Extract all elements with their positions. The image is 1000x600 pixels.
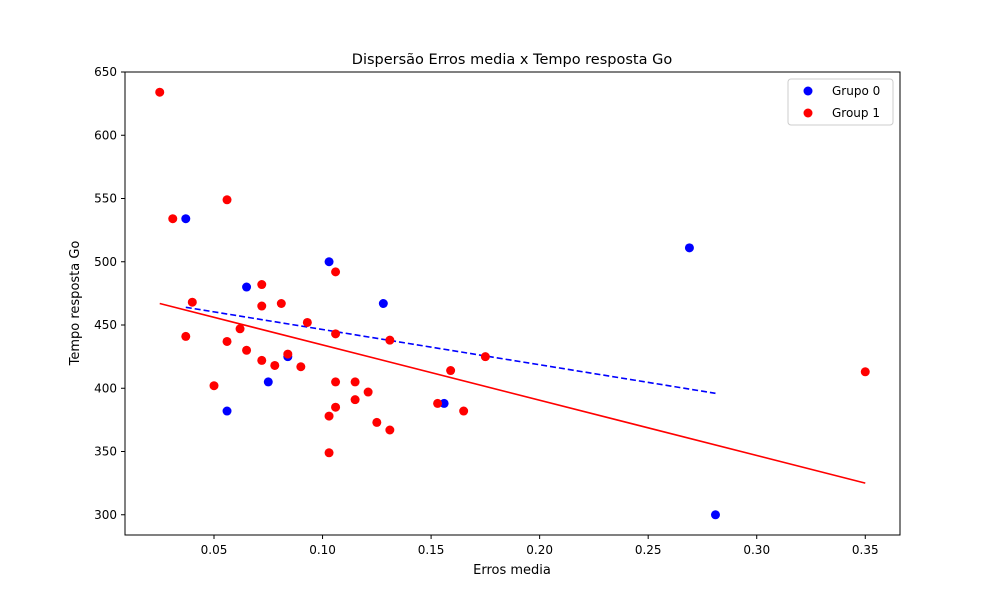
data-point-s1-26 — [372, 417, 382, 427]
data-point-s1-1 — [168, 214, 178, 224]
y-tick-label: 500 — [94, 255, 117, 269]
legend-box — [787, 78, 894, 126]
x-tick-label: 0.10 — [309, 543, 336, 557]
data-point-s1-16 — [302, 317, 312, 327]
data-point-s0-6 — [378, 299, 388, 308]
legend-marker-1 — [803, 108, 813, 118]
data-point-s1-31 — [459, 406, 469, 416]
x-tick-label: 0.25 — [635, 543, 662, 557]
x-tick-label: 0.20 — [526, 543, 553, 557]
data-point-s1-19 — [331, 267, 341, 277]
data-point-s0-5 — [324, 257, 334, 267]
data-point-s1-11 — [257, 355, 267, 365]
data-point-s1-17 — [324, 411, 334, 421]
data-point-s1-5 — [222, 195, 232, 205]
y-tick-label: 650 — [94, 65, 117, 79]
data-point-s1-33 — [860, 367, 870, 377]
data-point-s1-3 — [187, 297, 197, 307]
data-point-s1-7 — [235, 324, 245, 334]
x-tick-label: 0.15 — [418, 543, 445, 557]
data-point-s1-6 — [222, 336, 232, 346]
data-point-s1-23 — [350, 377, 360, 387]
y-axis-label: Tempo resposta Go — [68, 241, 83, 367]
data-point-s1-10 — [257, 301, 267, 311]
data-point-s1-13 — [276, 299, 286, 308]
y-tick-label: 600 — [94, 128, 117, 142]
data-point-s1-8 — [242, 345, 252, 355]
legend: Grupo 0 Group 1 — [787, 78, 894, 126]
chart-title: Dispersão Erros media x Tempo resposta G… — [352, 52, 673, 68]
data-point-s1-27 — [385, 335, 395, 345]
data-point-s1-4 — [209, 381, 219, 391]
data-point-s1-9 — [257, 280, 267, 290]
y-tick-label: 400 — [94, 381, 117, 395]
data-point-s1-32 — [480, 352, 490, 362]
x-axis-label: Erros media — [473, 563, 551, 578]
data-point-s1-30 — [446, 366, 456, 376]
y-tick-label: 450 — [94, 318, 117, 332]
trend-line-1 — [159, 302, 866, 484]
data-point-s0-9 — [710, 510, 720, 520]
data-point-s1-2 — [181, 331, 191, 341]
x-tick-label: 0.35 — [852, 543, 879, 557]
x-tick-label: 0.05 — [201, 543, 228, 557]
data-point-s0-7 — [439, 398, 449, 408]
y-tick-label: 300 — [94, 508, 117, 522]
data-point-s0-2 — [242, 282, 252, 292]
data-point-s0-3 — [263, 377, 273, 387]
data-point-s1-20 — [331, 329, 341, 339]
data-point-s0-1 — [222, 406, 232, 416]
data-point-s1-14 — [283, 349, 293, 359]
data-point-s1-18 — [324, 448, 334, 458]
data-point-s1-22 — [331, 402, 341, 412]
x-axis: 0.05 0.10 0.15 0.20 0.25 0.30 0.35 — [201, 535, 879, 557]
axes-frame — [124, 71, 901, 536]
x-tick-label: 0.30 — [743, 543, 770, 557]
data-point-s1-15 — [296, 362, 306, 372]
data-point-s1-24 — [350, 395, 360, 405]
data-point-s1-0 — [155, 87, 165, 97]
data-point-s0-0 — [181, 214, 191, 224]
legend-label-1: Group 1 — [832, 106, 880, 120]
data-point-s1-29 — [433, 398, 443, 408]
plot-area — [124, 71, 901, 536]
y-tick-label: 350 — [94, 445, 117, 459]
y-tick-label: 550 — [94, 192, 117, 206]
legend-label-0: Grupo 0 — [832, 84, 880, 98]
data-point-s1-28 — [385, 425, 395, 435]
y-axis: 300 350 400 450 500 550 600 650 — [94, 65, 125, 522]
data-point-s1-12 — [270, 360, 280, 370]
legend-marker-0 — [803, 86, 813, 96]
data-point-s0-8 — [684, 243, 694, 253]
data-point-s1-21 — [331, 377, 341, 387]
data-point-s1-25 — [363, 387, 373, 397]
